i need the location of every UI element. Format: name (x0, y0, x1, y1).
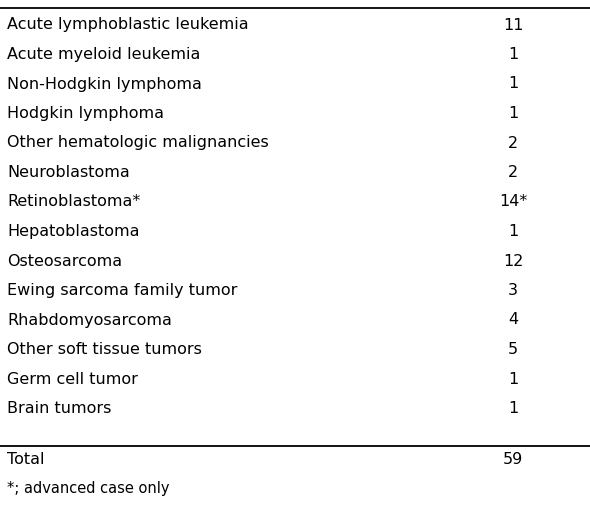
Text: Acute lymphoblastic leukemia: Acute lymphoblastic leukemia (7, 18, 249, 32)
Text: 1: 1 (508, 106, 519, 121)
Text: 1: 1 (508, 401, 519, 416)
Text: 11: 11 (503, 18, 523, 32)
Text: Hepatoblastoma: Hepatoblastoma (7, 224, 140, 239)
Text: Total: Total (7, 453, 45, 468)
Text: Neuroblastoma: Neuroblastoma (7, 165, 130, 180)
Text: Acute myeloid leukemia: Acute myeloid leukemia (7, 47, 201, 62)
Text: 1: 1 (508, 371, 519, 386)
Text: 3: 3 (509, 283, 518, 298)
Text: Brain tumors: Brain tumors (7, 401, 112, 416)
Text: Ewing sarcoma family tumor: Ewing sarcoma family tumor (7, 283, 237, 298)
Text: 59: 59 (503, 453, 523, 468)
Text: 2: 2 (508, 135, 519, 150)
Text: 1: 1 (508, 47, 519, 62)
Text: Other hematologic malignancies: Other hematologic malignancies (7, 135, 269, 150)
Text: 2: 2 (508, 165, 519, 180)
Text: Rhabdomyosarcoma: Rhabdomyosarcoma (7, 313, 172, 328)
Text: 1: 1 (508, 224, 519, 239)
Text: 4: 4 (508, 313, 519, 328)
Text: 12: 12 (503, 253, 523, 268)
Text: Other soft tissue tumors: Other soft tissue tumors (7, 342, 202, 357)
Text: 5: 5 (508, 342, 519, 357)
Text: 1: 1 (508, 77, 519, 92)
Text: Germ cell tumor: Germ cell tumor (7, 371, 138, 386)
Text: *; advanced case only: *; advanced case only (7, 482, 169, 496)
Text: Osteosarcoma: Osteosarcoma (7, 253, 122, 268)
Text: Retinoblastoma*: Retinoblastoma* (7, 195, 140, 210)
Text: Hodgkin lymphoma: Hodgkin lymphoma (7, 106, 164, 121)
Text: Non-Hodgkin lymphoma: Non-Hodgkin lymphoma (7, 77, 202, 92)
Text: 14*: 14* (499, 195, 527, 210)
